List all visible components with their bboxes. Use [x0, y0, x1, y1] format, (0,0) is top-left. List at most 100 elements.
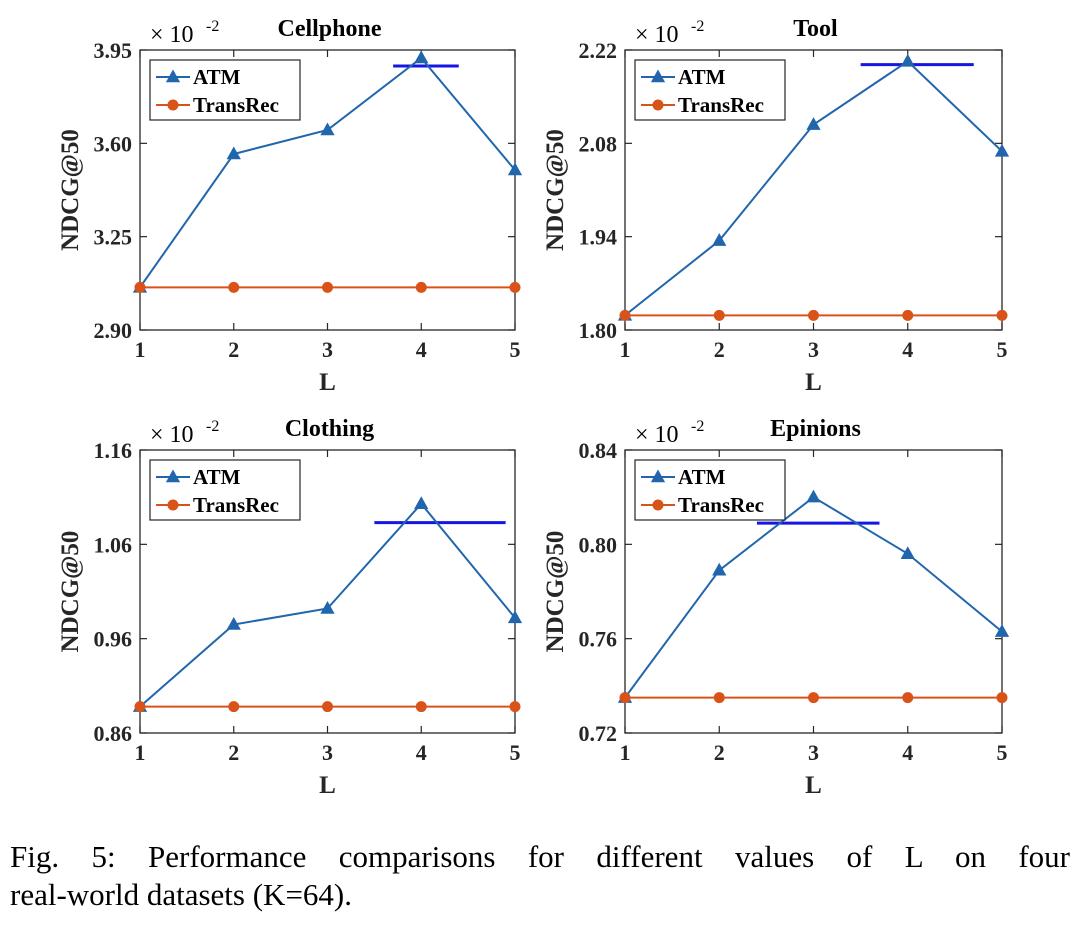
- legend-label-atm: ATM: [193, 465, 241, 489]
- legend-box: [149, 459, 301, 521]
- legend-label-transrec: TransRec: [193, 493, 279, 517]
- legend: ATM TransRec: [149, 59, 301, 121]
- data-point-atm: [320, 600, 335, 614]
- y-tick-label: 1.80: [579, 318, 618, 343]
- legend-label-transrec: TransRec: [678, 493, 764, 517]
- data-point-atm: [994, 624, 1010, 637]
- data-point-transrec: [713, 692, 725, 704]
- chart-title: Epinions: [770, 416, 861, 442]
- data-point-atm: [414, 50, 429, 64]
- x-tick-label: 3: [808, 337, 819, 362]
- caption-line-1: Fig. 5: Performance comparisons for diff…: [10, 839, 1070, 874]
- legend-label-atm: ATM: [193, 65, 241, 89]
- y-axis-label: NDCG@50: [57, 129, 84, 251]
- data-point-transrec: [322, 701, 333, 713]
- x-tick-label: 5: [510, 740, 521, 765]
- series-line-atm: [624, 495, 1003, 699]
- data-point-transrec: [902, 309, 914, 321]
- legend-marker-atm: [650, 469, 666, 483]
- y-tick-label: 0.72: [579, 721, 618, 746]
- y-tick-label: 0.80: [579, 532, 618, 557]
- legend-marker-atm: [165, 69, 181, 83]
- y-tick-label: 2.22: [579, 38, 618, 63]
- y-tick-label: 3.95: [94, 38, 133, 63]
- data-point-atm: [900, 53, 915, 67]
- chart-panel-clothing: 0.86 0.96 1.06 1.16 1 2 3 4 5 L NDCG@50 × 10 -2 Cloth…: [57, 416, 523, 799]
- data-point-transrec: [509, 281, 521, 293]
- x-tick-label: 3: [322, 740, 333, 765]
- legend-marker-transrec: [167, 99, 179, 111]
- y-tick-label: 0.86: [94, 721, 133, 746]
- chart-panel-tool: 1.80 1.94 2.08 2.22 1 2 3 4 5 L NDCG@50 × 10 -2 Tool A…: [542, 16, 1010, 396]
- figure-caption: Fig. 5: Performance comparisons for diff…: [10, 838, 1070, 914]
- chart-title: Tool: [793, 16, 838, 42]
- data-point-transrec: [509, 701, 521, 713]
- data-point-transrec: [322, 281, 333, 293]
- legend-marker-transrec: [652, 499, 664, 511]
- x-axis-label: L: [319, 369, 336, 396]
- data-point-atm: [806, 117, 821, 130]
- x-tick-label: 5: [510, 337, 521, 362]
- data-point-transrec: [134, 701, 146, 713]
- legend: ATM TransRec: [149, 459, 301, 521]
- data-point-transrec: [996, 692, 1008, 704]
- x-tick-label: 2: [714, 740, 725, 765]
- scale-exponent: -2: [691, 18, 704, 35]
- y-tick-label: 1.16: [94, 438, 133, 463]
- x-tick-label: 1: [135, 337, 146, 362]
- legend-marker-atm: [165, 469, 181, 483]
- caption-line-2: real-world datasets (K=64).: [10, 877, 352, 912]
- y-tick-label: 0.76: [579, 627, 618, 652]
- x-axis-label: L: [805, 772, 822, 799]
- chart-title: Clothing: [285, 416, 374, 442]
- scale-exponent: -2: [206, 18, 219, 35]
- chart-panel-cellphone: 2.90 3.25 3.60 3.95 1 2 3 4 5 L NDCG@50 × 10 -2 Cellp…: [57, 16, 523, 396]
- chart-title: Cellphone: [277, 16, 381, 42]
- y-tick-label: 2.08: [579, 131, 618, 156]
- data-point-atm: [900, 546, 915, 560]
- y-tick-label: 1.94: [579, 225, 618, 250]
- scale-label: × 10: [635, 422, 679, 448]
- data-point-transrec: [134, 281, 146, 293]
- data-point-atm: [507, 610, 523, 624]
- scale-exponent: -2: [691, 418, 704, 435]
- y-tick-label: 3.60: [94, 131, 133, 156]
- x-tick-label: 5: [997, 740, 1008, 765]
- data-point-atm: [712, 562, 727, 576]
- x-tick-label: 4: [902, 740, 913, 765]
- data-point-transrec: [808, 309, 819, 321]
- scale-label: × 10: [635, 22, 679, 48]
- y-tick-label: 1.06: [94, 532, 133, 557]
- x-tick-label: 2: [228, 337, 239, 362]
- data-point-atm: [507, 162, 523, 176]
- data-point-transrec: [619, 309, 631, 321]
- x-tick-label: 1: [620, 740, 631, 765]
- data-point-transrec: [415, 281, 427, 293]
- x-axis-label: L: [319, 772, 336, 799]
- data-point-transrec: [713, 309, 725, 321]
- y-tick-label: 0.84: [579, 438, 618, 463]
- x-tick-label: 3: [808, 740, 819, 765]
- data-point-transrec: [996, 309, 1008, 321]
- x-tick-label: 4: [902, 337, 913, 362]
- data-point-atm: [226, 617, 241, 630]
- chart-panel-epinions: 0.72 0.76 0.80 0.84 1 2 3 4 5 L NDCG@50 × 10 -2 Epini…: [542, 416, 1010, 799]
- data-point-atm: [320, 122, 335, 136]
- data-point-transrec: [415, 701, 427, 713]
- x-tick-label: 2: [228, 740, 239, 765]
- data-point-transrec: [228, 701, 240, 713]
- data-point-atm: [226, 146, 241, 160]
- legend: ATM TransRec: [634, 59, 786, 121]
- data-point-atm: [806, 489, 821, 503]
- legend-marker-transrec: [167, 499, 179, 511]
- y-tick-label: 0.96: [94, 627, 133, 652]
- scale-label: × 10: [150, 422, 194, 448]
- legend-label-transrec: TransRec: [193, 93, 279, 117]
- x-tick-label: 2: [714, 337, 725, 362]
- x-tick-label: 4: [416, 740, 427, 765]
- legend-marker-transrec: [652, 99, 664, 111]
- y-axis-label: NDCG@50: [542, 531, 569, 653]
- data-point-transrec: [902, 692, 914, 704]
- data-point-atm: [414, 496, 429, 510]
- data-point-transrec: [619, 692, 631, 704]
